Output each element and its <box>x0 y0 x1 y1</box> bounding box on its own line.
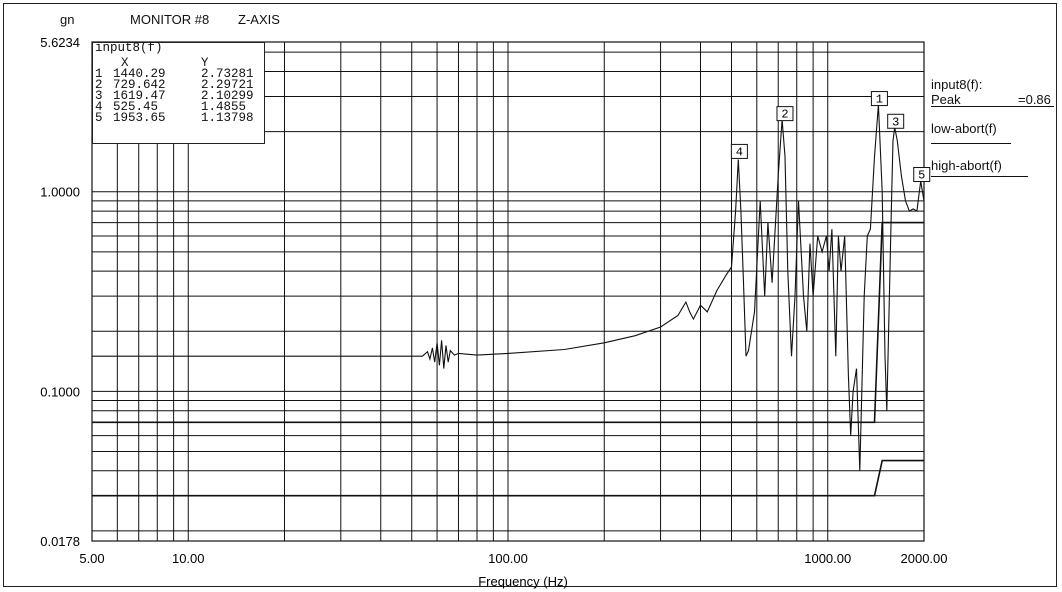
peak-marker-label: 4 <box>736 145 743 159</box>
legend-high-abort: high-abort(f) <box>931 158 1002 173</box>
legend-series-label: input8(f): <box>931 77 983 92</box>
table-row: 5 1953.65 1.13798 <box>93 111 264 125</box>
table-row: 1 1440.29 2.73281 <box>93 67 264 81</box>
row-index: 4 <box>95 100 103 114</box>
col-x-header: X <box>121 56 129 70</box>
row-y-value: 1.13798 <box>201 111 254 125</box>
peak-marker-box <box>730 143 748 159</box>
legend-underline <box>931 176 1028 177</box>
y-tick-label: 0.1000 <box>40 384 80 399</box>
x-tick-label: 5.00 <box>79 551 104 566</box>
table-row: 4 525.45 1.4855 <box>93 100 264 114</box>
y-unit-label: gn <box>60 12 75 27</box>
col-y-header: Y <box>201 56 209 70</box>
axis-labels: 5.00 10.00 100.00 1000.00 2000.00 5.6234 1.000… <box>40 35 947 566</box>
legend-underline <box>931 106 1054 107</box>
peak-marker-label: 1 <box>876 93 883 107</box>
legend-underline <box>931 143 1011 144</box>
peak-marker-box <box>776 106 794 122</box>
grid-lines <box>91 41 925 542</box>
row-y-value: 2.10299 <box>201 89 254 103</box>
row-y-value: 2.29721 <box>201 78 254 92</box>
axis-title: Z-AXIS <box>238 12 280 27</box>
x-axis-label: Frequency (Hz) <box>478 574 568 589</box>
x-tick-label: 1000.00 <box>804 551 851 566</box>
x-tick-label: 2000.00 <box>901 551 948 566</box>
row-x-value: 1440.29 <box>113 67 166 81</box>
table-row: 3 1619.47 2.10299 <box>93 89 264 103</box>
series-group <box>92 104 925 497</box>
legend-low-abort: low-abort(f) <box>931 121 997 136</box>
row-y-value: 1.4855 <box>201 100 247 114</box>
row-index: 2 <box>95 78 103 92</box>
row-index: 3 <box>95 89 103 103</box>
series-line-input8-f- <box>92 104 925 471</box>
peak-marker-label: 3 <box>892 115 899 129</box>
peak-markers: 1 2 3 4 5 <box>730 91 931 183</box>
monitor-title: MONITOR #8 <box>130 12 210 27</box>
x-tick-label: 10.00 <box>172 551 205 566</box>
table-title: input8(f) <box>95 41 163 55</box>
series-line-low-abort-f- <box>92 459 924 497</box>
table-row: 2 729.642 2.29721 <box>93 78 264 92</box>
y-tick-label: 0.0178 <box>40 534 80 549</box>
y-tick-label: 1.0000 <box>40 185 80 200</box>
row-x-value: 1953.65 <box>113 111 166 125</box>
row-y-value: 2.73281 <box>201 67 254 81</box>
row-index: 1 <box>95 67 103 81</box>
peak-marker-box <box>913 167 931 183</box>
chart-frame <box>3 3 1057 587</box>
cursor-readout-table: input8(f) X Y 1 1440.29 2.73281 2 729.64… <box>92 42 265 144</box>
row-index: 5 <box>95 111 103 125</box>
legend-peak-value: =0.86 <box>1018 92 1051 107</box>
x-tick-label: 100.00 <box>488 551 528 566</box>
peak-marker-box <box>870 91 888 107</box>
peak-marker-box <box>887 113 905 129</box>
peak-marker-label: 5 <box>918 169 925 183</box>
y-tick-label: 5.6234 <box>40 35 80 50</box>
legend-peak-label: Peak <box>931 92 961 107</box>
row-x-value: 729.642 <box>113 78 166 92</box>
row-x-value: 1619.47 <box>113 89 166 103</box>
row-x-value: 525.45 <box>113 100 159 114</box>
series-line-high-abort-f- <box>92 221 924 424</box>
peak-marker-label: 2 <box>781 108 788 122</box>
